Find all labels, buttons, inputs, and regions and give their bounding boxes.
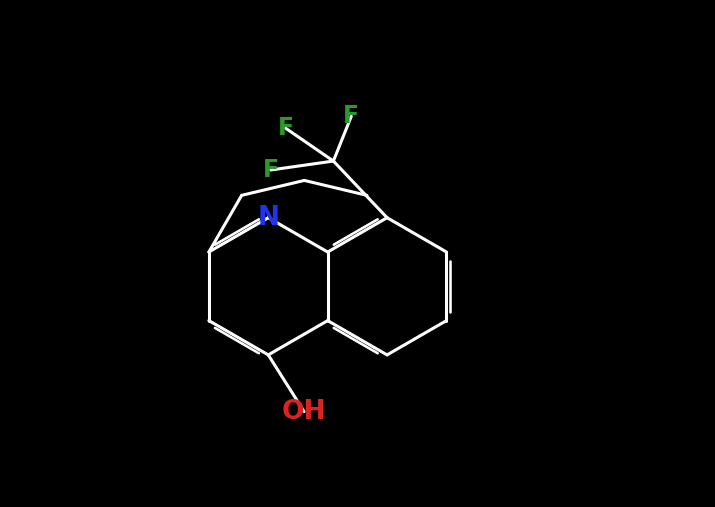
Text: OH: OH [282,399,326,424]
Text: F: F [343,104,360,128]
Text: F: F [277,116,294,140]
Text: N: N [257,205,280,231]
Text: F: F [262,158,279,182]
